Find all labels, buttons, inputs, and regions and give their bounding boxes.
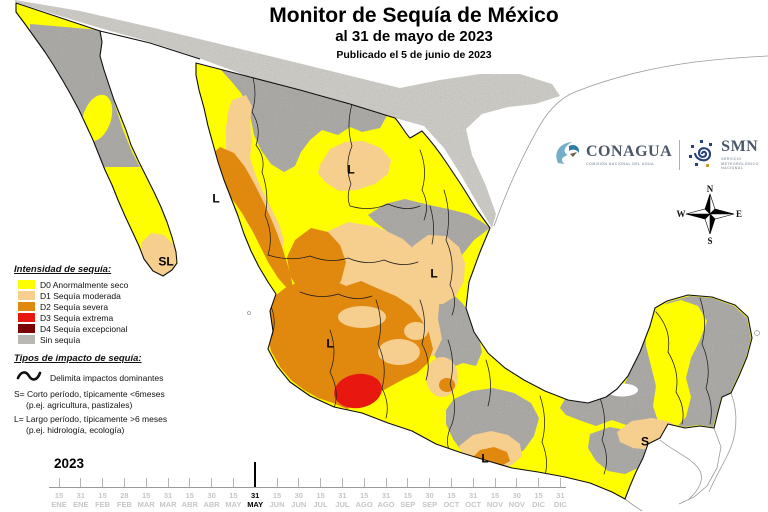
legend-swatch-D1 — [18, 291, 35, 300]
compass-south-label: S — [707, 236, 712, 246]
drought-d2-regions — [208, 147, 510, 468]
timeline-axis — [49, 487, 566, 488]
conagua-logo-icon — [552, 137, 582, 174]
impact-line: (p.ej. hidrología, ecología) — [26, 424, 125, 435]
conagua-logo-text: CONAGUA COMISIÓN NACIONAL DEL AGUA — [586, 142, 673, 167]
page-title: Monitor de Sequía de México — [269, 4, 559, 27]
conagua-name: CONAGUA — [586, 142, 673, 160]
legend-item-D1: D1 Sequía moderada — [18, 290, 194, 301]
legend-swatch-D3 — [18, 313, 35, 322]
legend-item-D4: D4 Sequía excepcional — [18, 323, 194, 334]
smn-logo-icon — [687, 137, 717, 174]
legend-impact-title: Tipos de impacto de sequía: — [14, 353, 142, 364]
title-block: Monitor de Sequía de México al 31 de may… — [184, 4, 644, 61]
smn-name: SMN — [721, 137, 759, 155]
smn-subtitle: SERVICIO METEOROLÓGICO NACIONAL — [721, 156, 759, 171]
legend-swatch-D4 — [18, 324, 35, 333]
legend-label: D3 Sequía extrema — [40, 312, 114, 323]
legend-label: D1 Sequía moderada — [40, 290, 121, 301]
legend-label: Sin sequía — [40, 334, 81, 345]
compass-east-label: E — [736, 209, 742, 219]
compass-north-label: N — [707, 184, 714, 194]
timeline-year: 2023 — [54, 456, 85, 471]
legend-item-D0: D0 Anormalmente seco — [18, 279, 194, 290]
country-outline — [15, 2, 753, 500]
legend: Intensidad de sequía: D0 Anormalmente se… — [14, 264, 194, 436]
drought-d0-patches — [81, 94, 707, 431]
us-terrain-strip — [15, 0, 560, 228]
legend-label: D0 Anormalmente seco — [40, 279, 129, 290]
legend-item-D2: D2 Sequía severa — [18, 301, 194, 312]
legend-item-SIN: Sin sequía — [18, 334, 194, 345]
state-boundaries — [251, 73, 712, 479]
title-published: Publicado el 5 de junio de 2023 — [336, 49, 492, 62]
squiggle-boundary-icon — [16, 368, 43, 388]
impact-line: (p.ej. agricultura, pastizales) — [26, 399, 133, 410]
impact-description-lines: S= Corto período, típicamente <6meses (p.… — [14, 389, 194, 436]
legend-label: D4 Sequía excepcional — [40, 323, 128, 334]
legend-swatch-SIN — [18, 335, 35, 344]
compass-west-label: W — [677, 209, 686, 219]
smn-logo-text: SMN SERVICIO METEOROLÓGICO NACIONAL — [721, 137, 759, 171]
conagua-subtitle: COMISIÓN NACIONAL DEL AGUA — [586, 161, 655, 166]
agency-logos: CONAGUA COMISIÓN NACIONAL DEL AGUA SMN S… — [552, 134, 764, 176]
legend-swatch-D0 — [18, 280, 35, 289]
logo-divider — [679, 140, 681, 170]
legend-item-D3: D3 Sequía extrema — [18, 312, 194, 323]
no-data-patch — [606, 383, 638, 397]
impact-symbol-row: Delimita impactos dominantes — [16, 368, 194, 388]
title-date: al 31 de mayo de 2023 — [335, 28, 493, 46]
legend-intensity-title: Intensidad de sequía: — [14, 264, 112, 275]
compass-rose-icon: N E S W — [677, 184, 743, 246]
legend-swatch-D2 — [18, 302, 35, 311]
legend-label: D2 Sequía severa — [40, 301, 109, 312]
impact-line: S= Corto período, típicamente <6meses — [14, 389, 165, 399]
foreign-coastlines — [247, 55, 768, 512]
impact-symbol-label: Delimita impactos dominantes — [50, 373, 164, 383]
impact-line: L= Largo período, típicamente >6 meses — [14, 414, 168, 425]
legend-rows: D0 Anormalmente seco D1 Sequía moderada D2… — [14, 279, 194, 345]
drought-d3-region — [334, 373, 382, 409]
drought-d1-inner-patches — [338, 306, 428, 365]
